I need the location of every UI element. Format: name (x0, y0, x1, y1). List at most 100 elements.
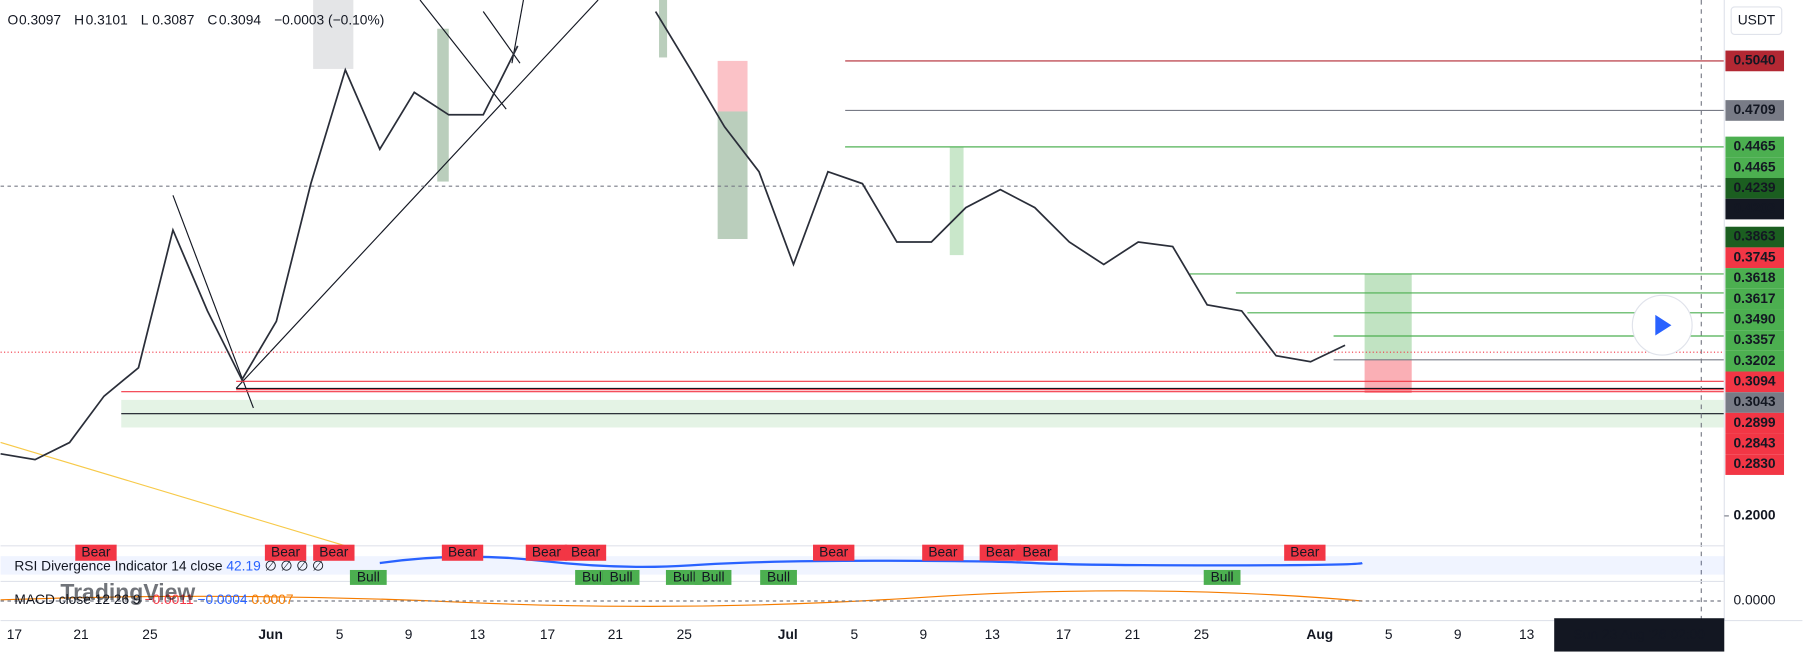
rsi-line (379, 555, 1363, 569)
y-tick-label: 0.2000 (1733, 508, 1775, 523)
x-tick-label: 17 (1056, 627, 1071, 642)
bull-label: Bull (702, 570, 725, 585)
x-tick-label: 25 (677, 627, 693, 642)
bull-label: Bull (357, 570, 380, 585)
price-label: 0.5040 (1733, 53, 1775, 68)
price-label: 0.4709 (1733, 102, 1775, 117)
ohlc-value: 0.3087 (152, 12, 194, 27)
change: −0.0003 (−0.10%) (274, 12, 384, 27)
price-label: 0.3863 (1733, 229, 1775, 244)
price-label: 0.4203 (1733, 201, 1775, 216)
price-label-box (1725, 433, 1785, 455)
bear-tag (564, 544, 607, 561)
price-label-box (1725, 50, 1785, 72)
price-label: 0.3357 (1733, 332, 1775, 347)
x-tick-label: 9 (405, 627, 413, 642)
price-label: 0.2899 (1733, 415, 1775, 430)
bull-tag (665, 569, 703, 585)
bear-label: Bear (271, 544, 300, 559)
x-tick-label: 5 (1385, 627, 1393, 642)
price-label-box (1725, 371, 1785, 393)
x-tick-label: Aug (1306, 627, 1333, 642)
price-label: 0.4465 (1733, 139, 1775, 154)
bear-tag (75, 544, 117, 561)
ohlc-key: L (141, 12, 149, 27)
macd-line (0, 590, 1363, 607)
x-tick-label: 17 (540, 627, 555, 642)
bear-label: Bear (986, 544, 1015, 559)
x-tick-label: 5 (851, 627, 859, 642)
bear-tag (813, 544, 855, 561)
ohlc-key: O (7, 12, 18, 27)
bull-tag (760, 569, 797, 585)
price-label: 0.4465 (1733, 159, 1775, 174)
bear-label: Bear (81, 544, 110, 559)
drawings (0, 0, 1725, 621)
logo: TradingView (60, 579, 195, 605)
bear-tag (313, 544, 355, 561)
ohlc-key: C (207, 12, 217, 27)
bear-label: Bear (1023, 544, 1052, 559)
price-label-box (1725, 177, 1785, 199)
price-line (654, 11, 1346, 363)
price-label: 0.3745 (1733, 249, 1775, 264)
rsi-label: RSI Divergence Indicator 14 close 42.19 … (14, 558, 324, 573)
x-tick-label: 21 (73, 627, 88, 642)
price-label-box (1725, 268, 1785, 289)
crosshair-box (1554, 618, 1725, 652)
bear-label: Bear (571, 544, 600, 559)
price-line (0, 45, 519, 461)
price-label: 0.3618 (1733, 270, 1775, 285)
price-label-box (1725, 412, 1785, 434)
bull-label: Bull (610, 570, 633, 585)
price-label: 0.3094 (1733, 374, 1775, 389)
currency: USDT (1738, 12, 1776, 27)
price-label-box (1725, 288, 1785, 310)
x-tick-label: 9 (1454, 627, 1462, 642)
price-label-box (1725, 157, 1785, 178)
plot (0, 11, 1346, 461)
x-tick-label: Jul (778, 627, 798, 642)
price-label: 0.2843 (1733, 436, 1775, 451)
price-label-box (1725, 136, 1785, 158)
ohlc-value: 0.3101 (86, 12, 128, 27)
price-label-box (1725, 454, 1785, 475)
ohlc-key: H (74, 12, 84, 27)
overlay: 0.2000 0.5040 0.4709 0.4465 0.4465 0.4239 0.42… (7, 50, 1785, 652)
price-label: 0.2830 (1733, 456, 1775, 471)
price-label-box (1725, 226, 1785, 248)
bear-tag (264, 544, 307, 561)
ohlc-value: 0.3094 (219, 12, 261, 27)
bull-tag (694, 569, 732, 585)
macd-label: MACD close 12 26 9 −0.0011 −0.0004 0.000… (14, 591, 293, 606)
levels (0, 60, 1725, 393)
currency-button[interactable] (1730, 6, 1783, 36)
bear-label: Bear (319, 544, 348, 559)
price-label: 0.3043 (1733, 394, 1775, 409)
x-tick-label: 25 (142, 627, 158, 642)
bear-label: Bear (819, 544, 848, 559)
bear-label: Bear (928, 544, 957, 559)
bull-tag (349, 569, 387, 585)
price-label: 0.3202 (1733, 353, 1775, 368)
bear-tag (525, 544, 568, 561)
bull-label: Bull (767, 570, 790, 585)
price-label-box (1725, 198, 1785, 220)
price-label: 0.3617 (1733, 291, 1775, 306)
bear-tag (441, 544, 484, 561)
header: O 0.3097 H 0.3101 L 0.3087 C 0.3094 −0.0003 (−0.… (7, 12, 384, 27)
crosshair-label: Sun 23 Aug '26 02:00 (1574, 627, 1706, 642)
x-tick-label: 9 (920, 627, 928, 642)
bear-tag (922, 544, 964, 561)
play-icon (1655, 314, 1672, 336)
x-tick-label: 21 (608, 627, 623, 642)
bear-label: Bear (1290, 544, 1319, 559)
bull-label: Bull (582, 570, 605, 585)
ohlc-value: 0.3097 (19, 12, 61, 27)
bear-tag (1016, 544, 1058, 561)
bull-label: Bull (673, 570, 696, 585)
x-tick-label: 17 (7, 627, 22, 642)
bull-tag (1203, 569, 1241, 585)
x-tick-label: 13 (1519, 627, 1535, 642)
